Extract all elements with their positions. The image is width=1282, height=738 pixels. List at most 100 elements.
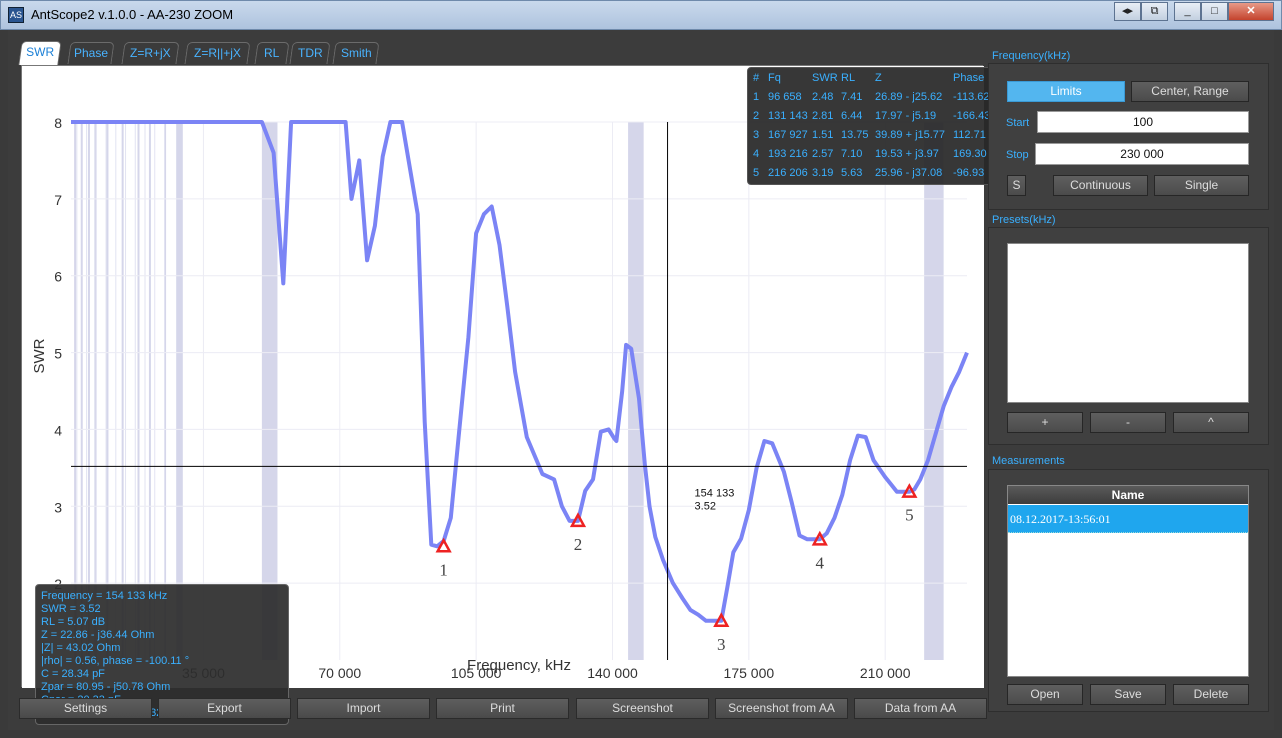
marker-table-cell: 2.81 [812,110,834,122]
stop-label: Stop [1006,149,1029,161]
maximize-button[interactable]: □ [1201,2,1228,21]
tab-z-parallel[interactable]: Z=R||+jX [184,42,251,64]
tab-swr[interactable]: SWR [18,41,62,65]
save-measurement-button[interactable]: Save [1090,684,1166,705]
marker-table-cell: 39.89 + j15.77 [875,129,946,141]
band-highlight [176,122,183,660]
print-button[interactable]: Print [436,698,569,719]
window-title: AntScope2 v.1.0.0 - AA-230 ZOOM [31,7,234,22]
center-range-button[interactable]: Center, Range [1131,81,1249,102]
open-measurement-button[interactable]: Open [1007,684,1083,705]
settings-button[interactable]: Settings [19,698,152,719]
marker-table: # Fq SWR RL Z Phase 1 96 658 2.48 7.41 26.89 - j25… [747,67,999,185]
band-highlight [164,122,167,660]
data-from-aa-button[interactable]: Data from AA [854,698,987,719]
cursor-info-line: Frequency = 154 133 kHz [41,590,168,602]
marker-table-row: 4 193 216 2.57 7.10 19.53 + j3.97 169.30 [748,146,998,165]
y-tick-label: 5 [54,346,62,362]
minimize-button[interactable]: _ [1174,2,1201,21]
measurements-group-title: Measurements [992,455,1065,467]
x-tick-label: 140 000 [587,665,638,681]
move-up-preset-button[interactable]: ^ [1173,412,1249,433]
marker-table-cell: 6.44 [841,110,863,122]
screenshot-from-aa-button[interactable]: Screenshot from AA [715,698,848,719]
marker-table-cell: 193 216 [768,148,808,160]
stop-input[interactable]: 230 000 [1035,143,1249,165]
x-tick-label: 70 000 [318,665,361,681]
y-tick-label: 3 [54,499,62,515]
marker-triangle-icon[interactable] [435,537,452,553]
y-tick-label: 6 [54,269,62,285]
switch-window-icon[interactable]: ◂▸ [1114,2,1141,21]
marker-table-row: 2 131 143 2.81 6.44 17.97 - j5.19 -166.43 [748,108,998,127]
band-highlight [74,122,77,660]
marker-table-cell: 3.19 [812,167,834,179]
single-button[interactable]: Single [1154,175,1249,196]
marker-table-cell: 4 [753,148,760,160]
marker-triangle-icon[interactable] [569,512,587,528]
cursor-swr-label: 3.52 [695,500,716,512]
cursor-info-line: Zpar = 80.95 - j50.78 Ohm [41,681,171,693]
band-highlight [94,122,97,660]
band-highlight [106,122,109,660]
continuous-button[interactable]: Continuous [1053,175,1148,196]
y-tick-label: 7 [54,192,62,208]
measurements-list[interactable]: Name 08.12.2017-13:56:01 [1007,485,1249,677]
marker-triangle-icon[interactable] [901,483,918,498]
s-button[interactable]: S [1007,175,1026,196]
delete-measurement-button[interactable]: Delete [1173,684,1249,705]
marker-table-cell: 13.75 [841,129,869,141]
import-button[interactable]: Import [297,698,430,719]
band-highlight [924,122,944,660]
close-button[interactable]: ✕ [1228,2,1274,21]
add-preset-button[interactable]: + [1007,412,1083,433]
export-button[interactable]: Export [158,698,291,719]
tab-tdr[interactable]: TDR [289,42,331,64]
tab-z-series[interactable]: Z=R+jX [121,42,180,64]
marker-triangle-icon[interactable] [811,530,828,546]
screenshot-button[interactable]: Screenshot [576,698,709,719]
marker-table-cell: -96.93 [953,167,985,179]
remove-preset-button[interactable]: - [1090,412,1166,433]
x-tick-label: 210 000 [860,665,911,681]
x-axis-title: Frequency, kHz [467,657,571,674]
y-tick-label: 8 [54,115,62,131]
tab-smith[interactable]: Smith [332,42,380,64]
marker-table-cell: 26.89 - j25.62 [875,91,943,103]
marker-table-cell: 167 927 [768,129,808,141]
marker-number: 4 [816,553,825,572]
cursor-info-line: |rho| = 0.56, phase = -100.11 ° [41,655,190,667]
cursor-info-line: SWR = 3.52 [41,603,101,615]
marker-table-cell: 7.41 [841,91,863,103]
band-highlight [87,122,90,660]
presets-list[interactable] [1007,243,1249,403]
tab-rl[interactable]: RL [254,42,290,64]
marker-triangle-icon[interactable] [713,612,730,628]
marker-table-cell: 25.96 - j37.08 [875,167,943,179]
marker-table-cell: 131 143 [768,110,808,122]
band-highlight [261,122,278,660]
marker-number: 2 [574,535,583,554]
marker-table-row: 5 216 206 3.19 5.63 25.96 - j37.08 -96.93 [748,165,998,184]
marker-number: 5 [905,506,914,525]
marker-table-cell: 169.30 [953,148,987,160]
marker-table-cell: -113.62 [953,91,990,103]
start-input[interactable]: 100 [1037,111,1249,133]
marker-table-cell: 216 206 [768,167,808,179]
marker-table-cell: Z [875,72,882,84]
limits-button[interactable]: Limits [1007,81,1125,102]
measurement-row[interactable]: 08.12.2017-13:56:01 [1008,505,1248,533]
cursor-freq-label: 154 133 [695,487,735,499]
marker-table-cell: 3 [753,129,760,141]
tab-label: Z=R||+jX [194,46,241,60]
marker-number: 3 [717,635,726,654]
marker-table-cell: 19.53 + j3.97 [875,148,939,160]
measurements-name-header[interactable]: Name [1008,486,1248,504]
restore-layout-icon[interactable]: ⧉ [1141,2,1168,21]
band-highlight [80,122,83,660]
cursor-info-line: Z = 22.86 - j36.44 Ohm [41,629,155,641]
tab-phase[interactable]: Phase [67,42,115,64]
tab-label: Smith [340,46,372,60]
cursor-info-line: RL = 5.07 dB [41,616,106,628]
